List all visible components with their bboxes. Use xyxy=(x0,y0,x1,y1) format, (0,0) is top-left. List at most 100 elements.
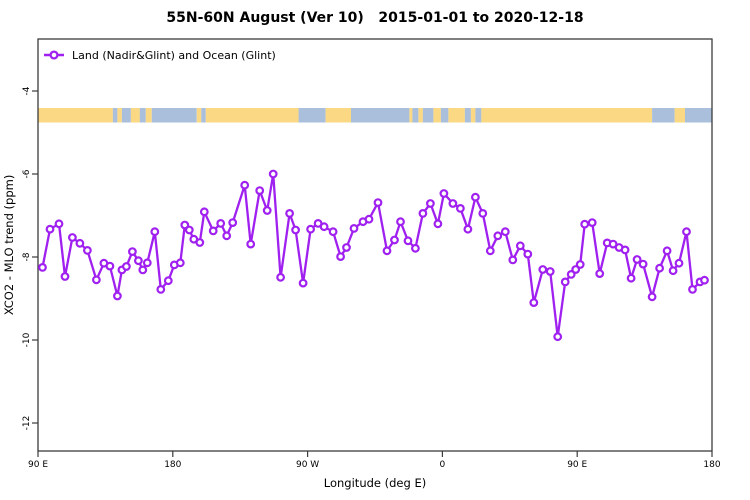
y-tick-label: -8 xyxy=(22,252,32,261)
data-point-marker xyxy=(655,263,664,273)
data-point-marker xyxy=(133,256,143,266)
land-ocean-map-strip xyxy=(38,108,712,123)
plot-frame xyxy=(37,38,713,452)
x-tick-label: 180 xyxy=(703,460,720,470)
data-point-marker xyxy=(336,252,346,262)
data-point-marker xyxy=(91,275,101,285)
data-point-marker xyxy=(638,259,648,269)
data-point-marker xyxy=(45,224,55,234)
data-point-marker xyxy=(560,277,570,287)
data-point-marker xyxy=(319,222,329,232)
data-point-marker xyxy=(291,225,301,235)
x-tick-label: 180 xyxy=(164,460,181,470)
data-point-marker xyxy=(620,245,630,255)
x-tick-label: 90 W xyxy=(296,460,319,470)
y-tick-label: -12 xyxy=(22,416,32,431)
data-point-marker xyxy=(463,224,473,234)
data-point-marker xyxy=(240,180,250,190)
map-strip-segment-ocean xyxy=(475,108,482,123)
data-point-marker xyxy=(127,247,137,257)
data-point-marker xyxy=(298,278,308,288)
map-strip-segment-ocean xyxy=(464,108,471,123)
data-point-marker xyxy=(523,249,533,259)
data-point-marker xyxy=(112,291,122,301)
data-point-marker xyxy=(538,265,548,274)
data-point-marker xyxy=(373,198,383,208)
data-point-marker xyxy=(67,233,77,242)
data-point-marker xyxy=(38,263,47,272)
legend: Land (Nadir&Glint) and Ocean (Glint) xyxy=(44,49,276,62)
data-point-marker xyxy=(184,225,194,235)
map-strip-segment-land xyxy=(470,108,476,123)
map-strip-segment-land xyxy=(481,108,652,123)
data-point-marker xyxy=(396,217,405,227)
data-point-marker xyxy=(439,189,449,198)
data-point-marker xyxy=(306,224,316,234)
data-point-marker xyxy=(580,219,590,229)
data-point-marker xyxy=(485,246,495,256)
map-strip-segment-ocean xyxy=(151,108,197,123)
data-point-marker xyxy=(632,255,642,264)
data-point-marker xyxy=(276,272,286,282)
data-point-marker xyxy=(493,231,503,241)
data-point-marker xyxy=(700,275,709,285)
y-axis-title: XCO2 - MLO trend (ppm) xyxy=(2,175,16,316)
data-point-marker xyxy=(390,235,399,245)
map-strip-segment-ocean xyxy=(201,108,206,123)
data-point-marker xyxy=(285,208,295,218)
map-strip-segment-land xyxy=(674,108,686,123)
legend-label: Land (Nadir&Glint) and Ocean (Glint) xyxy=(72,49,276,62)
data-point-marker xyxy=(262,206,272,215)
data-point-marker xyxy=(626,273,636,283)
data-point-marker xyxy=(553,332,563,342)
map-strip-segment-land xyxy=(145,108,152,123)
data-point-marker xyxy=(364,214,374,224)
data-point-marker xyxy=(688,285,697,294)
map-strip-segment-ocean xyxy=(412,108,419,123)
map-strip-segment-ocean xyxy=(139,108,146,123)
data-point-marker xyxy=(216,218,226,228)
data-point-marker xyxy=(508,255,518,265)
map-strip-segment-land xyxy=(325,108,352,123)
data-point-marker xyxy=(199,207,209,217)
data-point-marker xyxy=(411,243,420,253)
x-tick-label: 90 E xyxy=(28,460,48,470)
data-point-marker xyxy=(682,227,691,237)
data-point-marker xyxy=(142,258,152,268)
data-point-marker xyxy=(195,238,205,247)
data-point-marker xyxy=(268,169,278,179)
map-strip-segment-land xyxy=(117,108,122,123)
data-point-marker xyxy=(105,261,115,271)
data-point-marker xyxy=(349,223,359,233)
map-strip-segment-land xyxy=(130,108,140,123)
x-tick-label: 90 E xyxy=(567,460,587,470)
data-point-marker xyxy=(82,245,92,255)
map-strip-segment-ocean xyxy=(652,108,675,123)
chart-title: 55N-60N August (Ver 10) 2015-01-01 to 20… xyxy=(166,10,583,26)
data-point-marker xyxy=(54,219,64,229)
data-point-marker xyxy=(448,199,458,208)
data-point-marker xyxy=(575,260,585,269)
data-point-marker xyxy=(662,246,672,256)
data-point-marker xyxy=(156,285,166,294)
data-series xyxy=(38,169,709,342)
data-point-marker xyxy=(60,272,70,281)
data-point-marker xyxy=(478,208,488,218)
data-point-marker xyxy=(150,227,160,237)
map-strip-segment-ocean xyxy=(440,108,449,123)
map-strip-segment-ocean xyxy=(685,108,712,123)
legend-marker-icon xyxy=(49,50,59,60)
y-axis-ticks: -4 -6 -8 -10 -12 xyxy=(22,86,38,430)
data-point-marker xyxy=(647,292,657,302)
map-strip-segment-ocean xyxy=(298,108,326,123)
data-point-marker xyxy=(500,227,510,237)
data-point-marker xyxy=(674,258,684,268)
data-point-marker xyxy=(121,262,131,271)
x-axis-ticks: 90 E 180 90 W 0 90 E 180 xyxy=(28,451,721,470)
map-strip-segment-land xyxy=(196,108,202,123)
map-strip-segment-ocean xyxy=(422,108,434,123)
y-tick-label: -4 xyxy=(22,86,32,95)
